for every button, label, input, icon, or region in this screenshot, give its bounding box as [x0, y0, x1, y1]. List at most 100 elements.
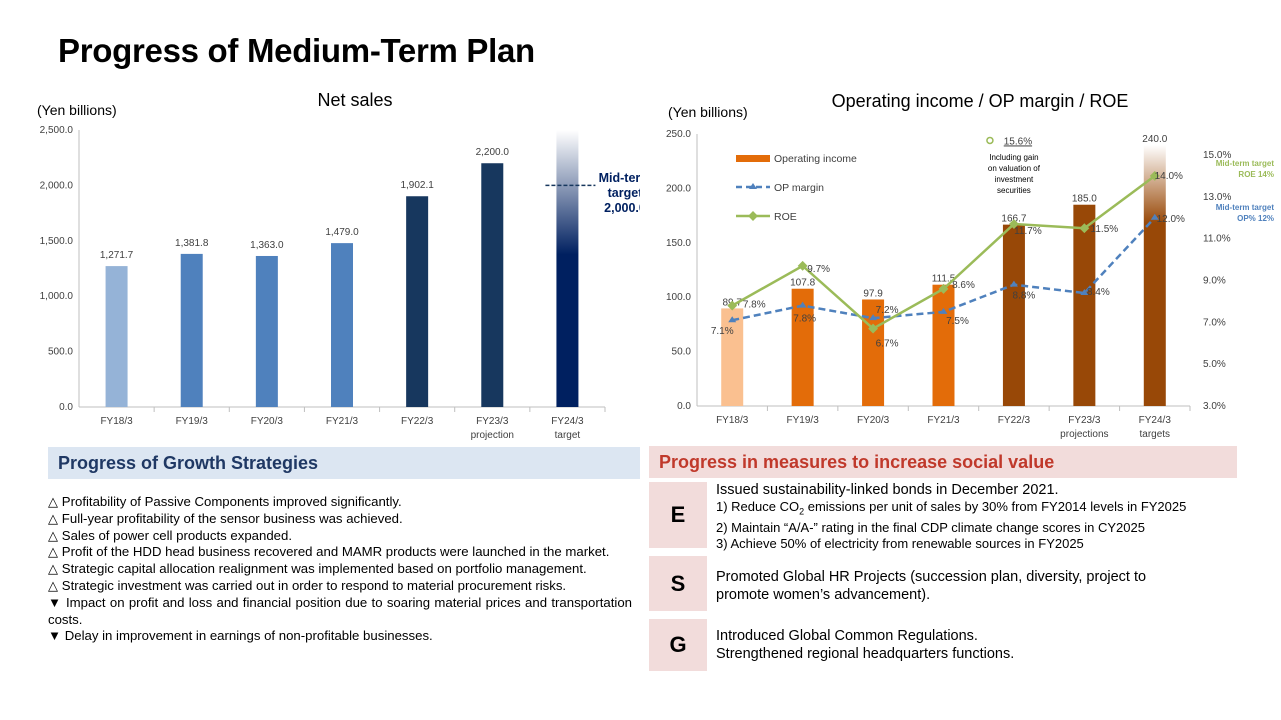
growth-strategies-header: Progress of Growth Strategies	[48, 447, 640, 479]
op-margin-marker	[1080, 289, 1089, 296]
net-sales-bar	[180, 253, 203, 407]
net-sales-title: Net sales	[317, 90, 393, 110]
y-tick-label: 0.0	[59, 402, 73, 413]
net-sales-chart: 2,500.0 2,000.0 1,500.0 1,000.0 500.0 0.0 1,27…	[40, 125, 640, 441]
bar-data-label: 97.9	[863, 288, 883, 299]
roe-label: 11.7%	[1014, 226, 1042, 237]
roe-marker	[938, 283, 949, 294]
list-item: △ Strategic investment was carried out i…	[48, 577, 567, 593]
y-tick-label: 0.0	[677, 401, 691, 412]
esg-g-text: Introduced Global Common Regulations. St…	[716, 627, 1014, 663]
s-line-1: Promoted Global HR Projects (succession …	[716, 569, 1147, 585]
roe-marker	[1008, 219, 1019, 229]
roe-incl-gain-label: 15.6%	[1004, 136, 1032, 147]
g-line-2: Strengthened regional headquarters funct…	[716, 646, 1015, 662]
roe-incl-gain-note: on valuation of	[988, 164, 1041, 173]
bar-data-label: 111.5	[932, 274, 956, 285]
list-item: △ Profitability of Passive Components im…	[48, 494, 402, 509]
list-item: △ Strategic capital allocation realignme…	[48, 561, 587, 577]
net-sales-bar	[406, 196, 429, 407]
y2-tick-label: 13.0%	[1203, 192, 1231, 203]
target-annotation: Mid-term	[599, 171, 640, 185]
x-tick-label: FY23/3	[1068, 415, 1101, 426]
social-value-header: Progress in measures to increase social …	[649, 446, 1237, 478]
y-tick-label: 150.0	[666, 238, 691, 249]
y-tick-label: 50.0	[672, 347, 692, 358]
op-margin-label: 7.8%	[793, 314, 816, 325]
legend-swatch-operating-income	[736, 155, 770, 162]
operating-income-bar	[1073, 204, 1096, 406]
operating-income-chart: 250.0 200.0 150.0 100.0 50.0 0.0 15.0% 13.0% 11.…	[666, 129, 1275, 440]
growth-strategies-list: △ Profitability of Passive Components im…	[48, 494, 632, 645]
op-margin-marker	[869, 314, 878, 321]
roe-label: 9.7%	[807, 264, 830, 275]
net-sales-bar	[556, 130, 579, 407]
x-tick-label: FY22/3	[998, 415, 1031, 426]
net-sales-unit-label: (Yen billions)	[37, 102, 117, 118]
x-tick-sublabel: projection	[471, 430, 514, 441]
op-margin-label: 7.5%	[946, 316, 969, 327]
op-margin-label: 7.1%	[711, 326, 734, 337]
s-line-2: promote women’s advancement).	[716, 587, 931, 603]
x-tick-label: FY24/3	[1139, 415, 1172, 426]
op-margin-marker	[728, 316, 737, 323]
bar-data-label: 166.7	[1001, 214, 1026, 225]
op-margin-marker	[798, 301, 807, 308]
oi-title: Operating income / OP margin / ROE	[831, 91, 1129, 111]
op-margin-marker	[939, 307, 948, 314]
bar-data-label: 240.0	[1142, 134, 1167, 145]
roe-incl-gain-marker	[986, 136, 994, 145]
esg-e-box: E	[649, 482, 707, 548]
e-headline: Issued sustainability-linked bonds in De…	[716, 482, 1059, 498]
op-target-note: Mid-term target	[1216, 203, 1275, 212]
oi-unit-label: (Yen billions)	[668, 104, 748, 120]
y-tick-label: 1,500.0	[40, 236, 74, 247]
list-item: △ Full-year profitability of the sensor …	[48, 510, 403, 526]
y2-tick-label: 5.0%	[1203, 359, 1226, 370]
target-annotation: 2,000.0	[604, 201, 640, 215]
x-tick-label: FY22/3	[401, 416, 434, 427]
bar-data-label: 1,363.0	[250, 240, 284, 251]
op-target-note: OP% 12%	[1237, 214, 1274, 223]
e-item-3: 3) Achieve 50% of electricity from renew…	[716, 535, 1084, 551]
list-item: ▼ Delay in improvement in earnings of no…	[48, 628, 433, 644]
e-item-2: 2) Maintain “A/A-” rating in the final C…	[716, 519, 1145, 535]
x-tick-label: FY18/3	[716, 415, 749, 426]
y-tick-label: 250.0	[666, 129, 691, 140]
bar-data-label: 2,200.0	[476, 147, 510, 158]
page-title: Progress of Medium-Term Plan	[58, 32, 535, 69]
operating-income-bar	[721, 308, 744, 406]
g-line-1: Introduced Global Common Regulations.	[716, 628, 978, 644]
net-sales-bar	[105, 266, 128, 407]
roe-label: 6.7%	[876, 339, 899, 350]
roe-incl-gain-note: securities	[997, 186, 1031, 195]
net-sales-bar	[481, 163, 504, 407]
y-tick-label: 500.0	[48, 347, 73, 358]
e-item-1-sub: 2	[799, 506, 805, 517]
legend-label-op-margin: OP margin	[774, 182, 824, 194]
operating-income-bar	[1143, 144, 1166, 406]
operating-income-bar	[932, 284, 955, 406]
legend-marker-op-margin	[749, 183, 757, 189]
x-tick-label: FY19/3	[787, 415, 820, 426]
bar-data-label: 107.8	[790, 278, 815, 289]
op-margin-marker	[1150, 213, 1159, 220]
x-tick-label: FY21/3	[326, 416, 359, 427]
bar-data-label: 1,902.1	[400, 180, 434, 191]
list-item: △ Sales of power cell products expanded.	[48, 527, 292, 543]
y-tick-label: 2,500.0	[40, 125, 74, 136]
op-margin-label: 7.2%	[876, 305, 899, 316]
roe-marker	[1079, 223, 1090, 234]
esg-g-box: G	[649, 619, 707, 671]
esg-s-box: S	[649, 556, 707, 611]
x-tick-sublabel: targets	[1139, 429, 1170, 440]
e-item-1-post: emissions per unit of sales by 30% from …	[804, 499, 1187, 514]
bar-data-label: 1,271.7	[100, 250, 134, 261]
roe-target-note: Mid-term target	[1216, 159, 1275, 168]
legend-label-roe: ROE	[774, 211, 797, 223]
y-tick-label: 1,000.0	[40, 291, 74, 302]
x-tick-label: FY23/3	[476, 416, 509, 427]
x-tick-sublabel: projections	[1060, 429, 1108, 440]
y-tick-label: 200.0	[666, 183, 691, 194]
roe-target-note: ROE 14%	[1238, 170, 1274, 179]
